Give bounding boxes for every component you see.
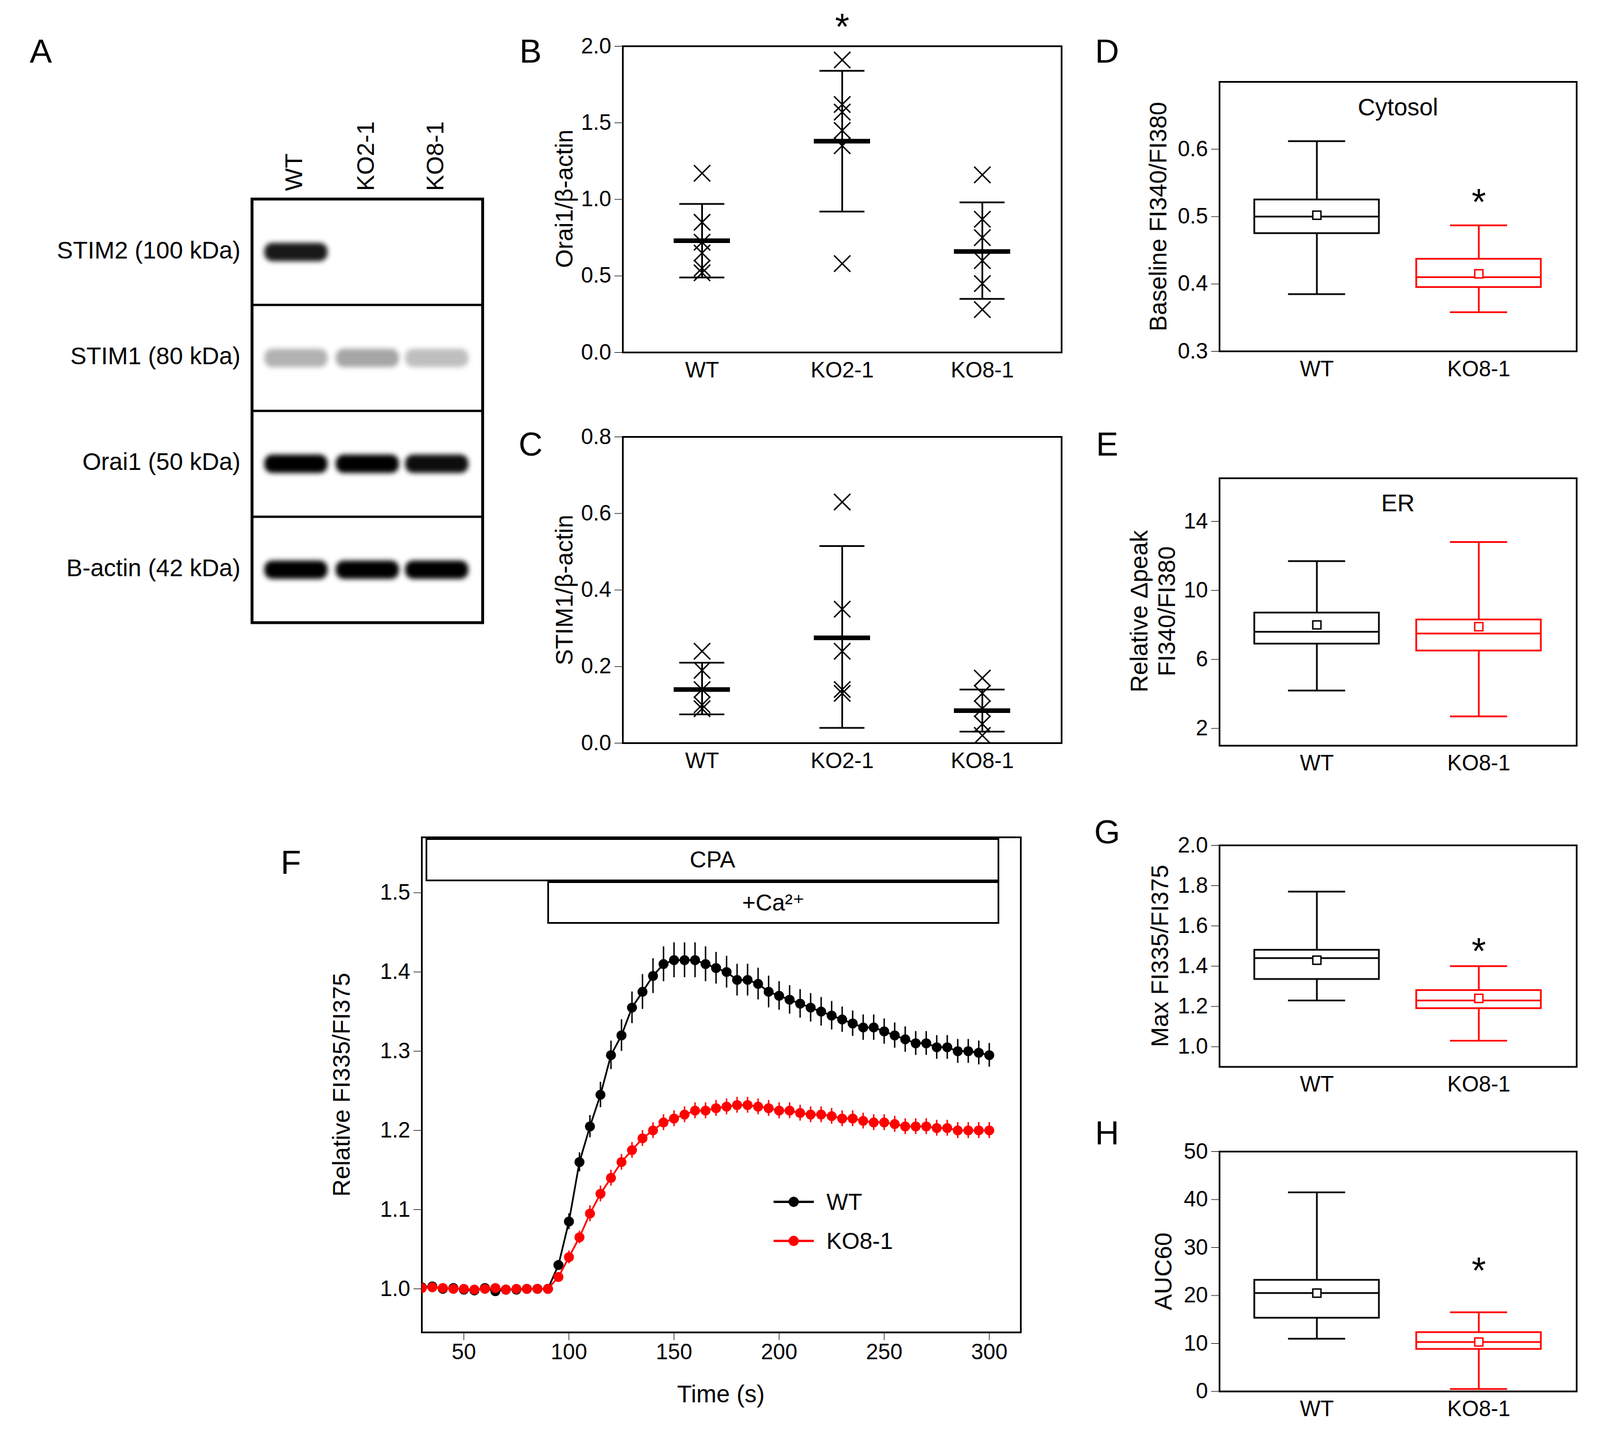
svg-text:WT: WT <box>1300 750 1335 775</box>
svg-text:50: 50 <box>1183 1138 1208 1163</box>
svg-text:*: * <box>835 6 850 48</box>
svg-text:1.2: 1.2 <box>380 1117 411 1142</box>
html-text:Baseline FI340/FI380: Baseline FI340/FI380 <box>1144 101 1172 331</box>
svg-text:20: 20 <box>1183 1282 1208 1307</box>
html-text:D: D <box>1095 32 1120 70</box>
html-text:CPA: CPA <box>689 846 736 872</box>
svg-text:STIM1 (80 kDa): STIM1 (80 kDa) <box>70 342 241 370</box>
html-text:AUC60: AUC60 <box>1149 1232 1177 1310</box>
svg-text:B-actin (42 kDa): B-actin (42 kDa) <box>66 554 241 582</box>
svg-text:100: 100 <box>550 1339 587 1364</box>
svg-text:1.8: 1.8 <box>1177 872 1209 898</box>
svg-text:WT: WT <box>1300 356 1335 381</box>
html-text:B: B <box>519 32 542 70</box>
svg-text:0.2: 0.2 <box>581 654 612 679</box>
html-text:ER: ER <box>1381 489 1415 517</box>
svg-text:WT: WT <box>1300 1396 1335 1421</box>
svg-text:KO2-1: KO2-1 <box>810 357 874 382</box>
svg-text:1.0: 1.0 <box>380 1276 411 1301</box>
svg-text:0.6: 0.6 <box>1177 136 1209 161</box>
html-text:WT: WT <box>826 1188 863 1215</box>
svg-text:0.4: 0.4 <box>1177 271 1209 296</box>
svg-text:*: * <box>1471 1249 1487 1292</box>
svg-text:30: 30 <box>1183 1234 1208 1259</box>
html-text:Cytosol: Cytosol <box>1357 93 1439 121</box>
svg-text:1.0: 1.0 <box>581 186 612 211</box>
svg-text:KO2-1: KO2-1 <box>810 748 874 773</box>
html-text:H: H <box>1095 1113 1120 1152</box>
html-text:F: F <box>280 843 301 881</box>
svg-text:KO8-1: KO8-1 <box>1447 750 1511 775</box>
svg-text:0.3: 0.3 <box>1177 338 1209 363</box>
svg-text:WT: WT <box>1300 1071 1335 1096</box>
svg-text:1.4: 1.4 <box>1177 953 1209 978</box>
svg-text:WT: WT <box>685 748 720 773</box>
svg-text:KO8-1: KO8-1 <box>1447 1071 1511 1096</box>
html-text:C: C <box>518 424 543 463</box>
svg-text:1.5: 1.5 <box>581 110 612 135</box>
svg-text:50: 50 <box>451 1339 476 1364</box>
svg-text:1.1: 1.1 <box>380 1196 411 1221</box>
svg-text:10: 10 <box>1183 1330 1208 1355</box>
svg-text:*: * <box>1471 181 1487 223</box>
svg-text:0.6: 0.6 <box>581 500 612 525</box>
svg-text:0.4: 0.4 <box>581 577 612 602</box>
html-text:KO8-1: KO8-1 <box>826 1227 893 1254</box>
html-text:STIM1/β-actin: STIM1/β-actin <box>550 514 578 666</box>
svg-text:*: * <box>1471 930 1487 972</box>
svg-text:Orai1 (50 kDa): Orai1 (50 kDa) <box>82 447 241 475</box>
svg-text:1.5: 1.5 <box>380 879 411 904</box>
svg-text:2: 2 <box>1196 715 1209 740</box>
svg-text:2.0: 2.0 <box>581 33 612 59</box>
html-text:E: E <box>1096 424 1119 463</box>
svg-text:0.5: 0.5 <box>1177 203 1209 228</box>
svg-text:KO8-1: KO8-1 <box>421 121 449 191</box>
svg-text:KO8-1: KO8-1 <box>950 357 1014 382</box>
svg-text:6: 6 <box>1196 646 1209 671</box>
svg-text:KO8-1: KO8-1 <box>1447 1396 1511 1421</box>
svg-text:14: 14 <box>1183 508 1208 533</box>
html-text:Relative Δpeak FI340/FI380: Relative Δpeak FI340/FI380 <box>1125 530 1181 693</box>
svg-text:200: 200 <box>760 1339 798 1364</box>
svg-text:STIM2 (100 kDa): STIM2 (100 kDa) <box>56 236 241 264</box>
html-text:Max FI335/FI375: Max FI335/FI375 <box>1146 864 1174 1047</box>
svg-text:KO8-1: KO8-1 <box>950 748 1014 773</box>
svg-text:WT: WT <box>280 153 308 191</box>
html-text:A: A <box>29 32 52 70</box>
svg-text:1.6: 1.6 <box>1177 913 1209 938</box>
html-text:+Ca²⁺: +Ca²⁺ <box>742 889 805 915</box>
svg-text:0: 0 <box>1196 1378 1209 1403</box>
svg-text:250: 250 <box>866 1339 903 1364</box>
html-text:G: G <box>1094 812 1121 851</box>
svg-text:1.4: 1.4 <box>380 959 411 984</box>
svg-text:300: 300 <box>971 1339 1008 1364</box>
svg-text:10: 10 <box>1183 577 1208 602</box>
html-text:Orai1/β-actin: Orai1/β-actin <box>550 129 578 269</box>
svg-text:0.5: 0.5 <box>581 263 612 288</box>
html-text:Time (s): Time (s) <box>677 1379 765 1407</box>
svg-text:1.3: 1.3 <box>380 1038 411 1063</box>
html-text:Relative FI335/FI375: Relative FI335/FI375 <box>327 972 355 1197</box>
svg-text:1.0: 1.0 <box>1177 1033 1209 1058</box>
svg-text:150: 150 <box>655 1339 693 1364</box>
svg-text:1.2: 1.2 <box>1177 993 1209 1018</box>
svg-text:2.0: 2.0 <box>1177 832 1209 857</box>
svg-text:KO8-1: KO8-1 <box>1447 356 1511 381</box>
svg-text:40: 40 <box>1183 1186 1208 1211</box>
svg-text:0.0: 0.0 <box>581 730 612 755</box>
svg-text:0.0: 0.0 <box>581 339 612 365</box>
svg-text:KO2-1: KO2-1 <box>352 121 380 191</box>
svg-text:WT: WT <box>685 357 720 382</box>
svg-text:0.8: 0.8 <box>581 424 612 449</box>
